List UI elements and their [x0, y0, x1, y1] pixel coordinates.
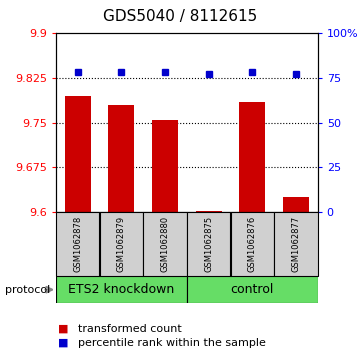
Text: GSM1062877: GSM1062877: [291, 216, 300, 272]
Text: GDS5040 / 8112615: GDS5040 / 8112615: [103, 9, 258, 24]
Text: control: control: [231, 283, 274, 296]
Text: GSM1062879: GSM1062879: [117, 216, 126, 272]
Bar: [187, 212, 230, 276]
Bar: [187, 276, 318, 303]
Bar: [239, 102, 265, 212]
Text: GSM1062875: GSM1062875: [204, 216, 213, 272]
Bar: [274, 212, 318, 276]
Bar: [283, 197, 309, 212]
Text: GSM1062880: GSM1062880: [161, 216, 170, 272]
Bar: [65, 95, 91, 212]
Bar: [100, 212, 143, 276]
Text: GSM1062876: GSM1062876: [248, 216, 257, 272]
Bar: [143, 212, 187, 276]
Bar: [108, 105, 135, 212]
Bar: [56, 212, 99, 276]
Bar: [231, 212, 274, 276]
Bar: [196, 211, 222, 212]
Text: ■: ■: [58, 338, 68, 348]
Text: transformed count: transformed count: [78, 323, 181, 334]
Text: protocol: protocol: [5, 285, 51, 295]
Bar: [152, 119, 178, 212]
Text: GSM1062878: GSM1062878: [73, 216, 82, 272]
Text: ETS2 knockdown: ETS2 knockdown: [68, 283, 174, 296]
Text: ■: ■: [58, 323, 68, 334]
Bar: [56, 276, 187, 303]
Text: percentile rank within the sample: percentile rank within the sample: [78, 338, 265, 348]
